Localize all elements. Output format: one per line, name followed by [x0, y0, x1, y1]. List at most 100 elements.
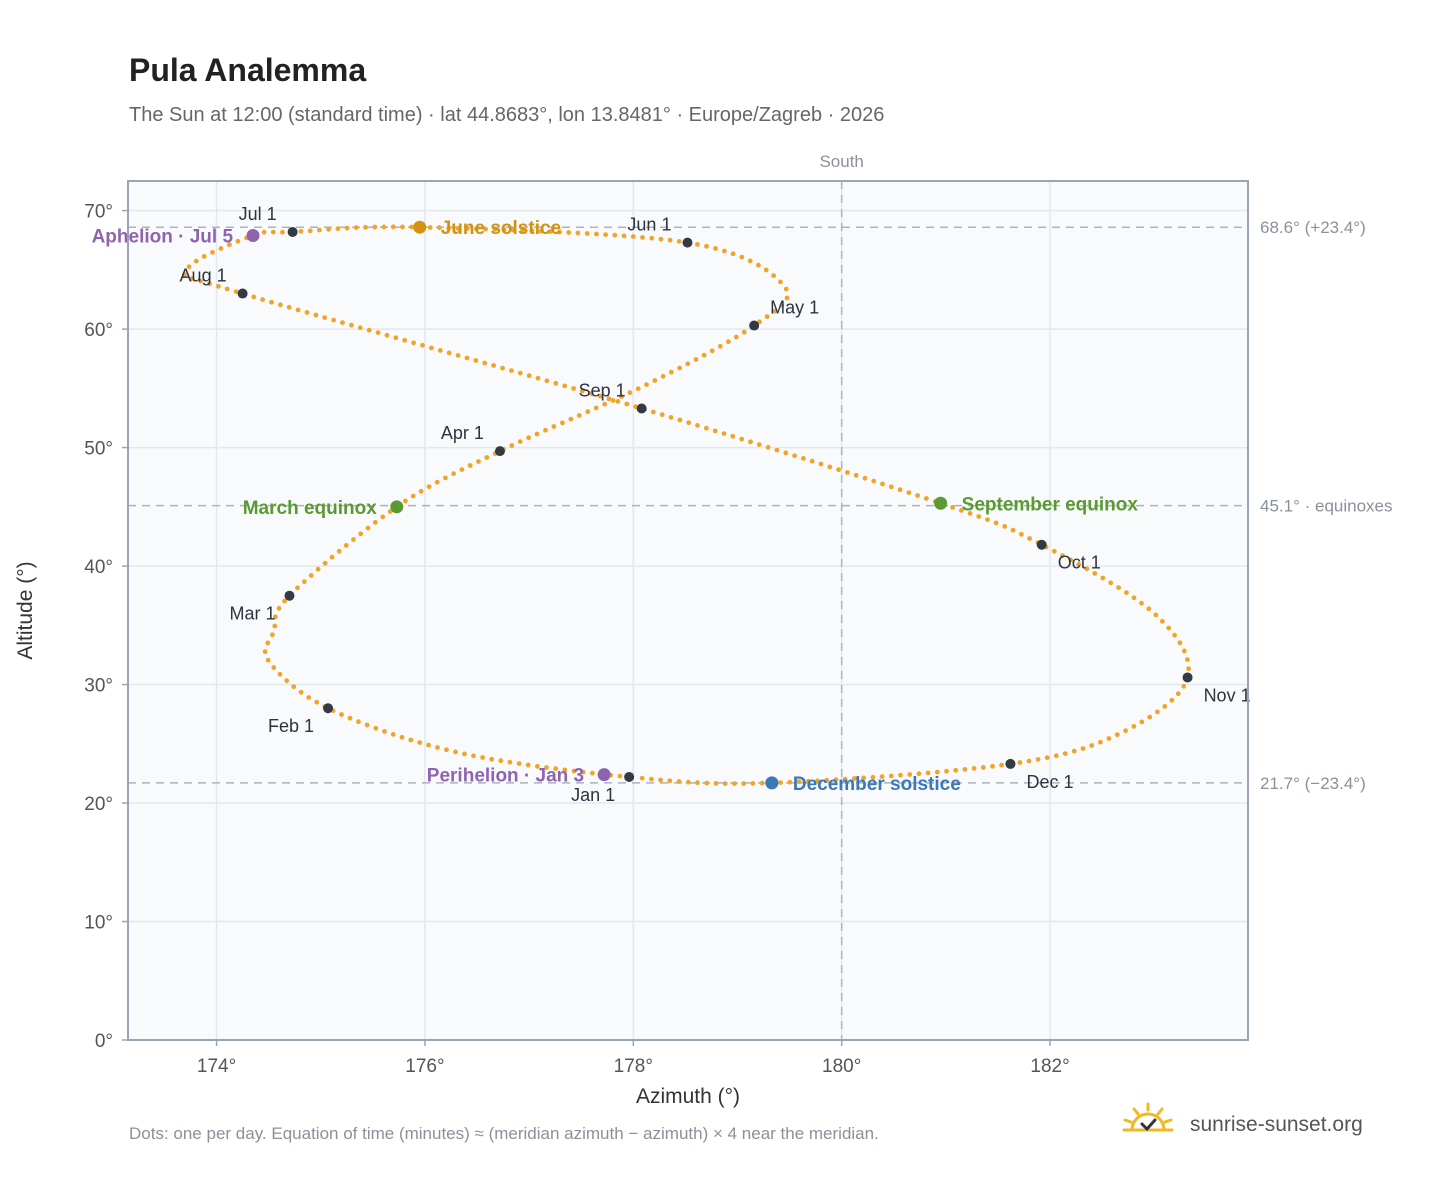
- daily-dot: [652, 378, 658, 383]
- daily-dot: [443, 475, 448, 481]
- daily-dot: [390, 732, 396, 737]
- daily-dot: [639, 775, 645, 781]
- daily-dot: [382, 729, 387, 734]
- month-marker: [237, 288, 248, 299]
- daily-dot: [1131, 595, 1137, 601]
- daily-dot: [959, 508, 964, 513]
- sun-logo-icon: [1122, 1102, 1174, 1132]
- daily-dot: [380, 514, 386, 520]
- daily-dot: [627, 390, 633, 395]
- daily-dot: [739, 436, 745, 442]
- daily-dot: [1114, 732, 1120, 738]
- daily-dot: [429, 345, 434, 351]
- month-label: Nov 1: [1204, 685, 1251, 705]
- daily-dot: [435, 745, 440, 750]
- daily-dot: [915, 493, 920, 498]
- daily-dot: [852, 776, 857, 781]
- daily-dot: [489, 756, 495, 762]
- daily-dot: [544, 378, 550, 384]
- daily-dot: [764, 314, 770, 319]
- daily-dot: [326, 226, 331, 232]
- daily-dot: [509, 443, 515, 448]
- daily-dot: [976, 514, 982, 519]
- daily-dot: [373, 725, 379, 731]
- daily-dot: [845, 470, 850, 475]
- daily-dot: [484, 455, 490, 460]
- chart-subtitle: The Sun at 12:00 (standard time) · lat 4…: [129, 104, 885, 126]
- plot-area: [128, 181, 1248, 1040]
- daily-dot: [756, 262, 761, 268]
- daily-dot: [818, 461, 824, 467]
- daily-dot: [480, 755, 485, 760]
- daily-dot: [916, 771, 922, 777]
- daily-dot: [349, 322, 354, 328]
- daily-dot: [1076, 562, 1082, 567]
- event-marker: [934, 496, 948, 510]
- daily-dot: [1160, 618, 1165, 624]
- daily-dot: [1131, 724, 1137, 729]
- daily-dot: [304, 310, 310, 315]
- daily-dot: [198, 278, 204, 284]
- daily-dot: [270, 229, 276, 235]
- daily-dot: [1092, 571, 1098, 576]
- daily-dot: [783, 286, 789, 292]
- daily-dot: [585, 409, 591, 415]
- daily-dot: [584, 231, 590, 236]
- daily-dot: [575, 230, 581, 236]
- daily-dot: [547, 229, 553, 235]
- daily-dot: [535, 763, 540, 769]
- daily-dot: [501, 227, 507, 233]
- daily-dot: [783, 450, 789, 456]
- daily-dot: [1100, 575, 1106, 581]
- daily-dot: [517, 439, 523, 444]
- daily-dot: [650, 409, 656, 415]
- daily-dot: [763, 267, 769, 273]
- daily-dot: [1098, 739, 1103, 745]
- daily-dot: [1062, 751, 1068, 756]
- daily-dot: [357, 325, 363, 331]
- daily-dot: [730, 433, 736, 439]
- daily-dot: [1181, 648, 1187, 654]
- daily-dot: [517, 370, 523, 376]
- y-tick-label: 20°: [84, 794, 113, 815]
- daily-dot: [1181, 683, 1187, 689]
- daily-dot: [1089, 743, 1095, 748]
- daily-dot: [615, 399, 621, 404]
- daily-dot: [658, 236, 664, 242]
- daily-dot: [590, 770, 595, 776]
- month-label: Jun 1: [627, 215, 671, 235]
- daily-dot: [676, 239, 682, 244]
- daily-dot: [329, 554, 335, 560]
- daily-dot: [336, 548, 342, 554]
- month-markers: Jan 1 Feb 1 Mar 1 Apr 1 May 1 Jun 1 Jul 1 Aug 1…: [180, 204, 1251, 805]
- daily-dot: [284, 678, 290, 684]
- month-marker: [494, 446, 505, 457]
- month-marker: [323, 703, 334, 714]
- daily-dot: [193, 258, 199, 264]
- daily-dot: [363, 224, 368, 230]
- daily-dot: [322, 560, 328, 566]
- daily-dot: [261, 229, 267, 235]
- daily-dot: [437, 348, 443, 353]
- daily-dot: [667, 778, 673, 784]
- daily-dot: [644, 382, 649, 387]
- daily-dot: [538, 228, 544, 234]
- daily-dot: [610, 398, 616, 403]
- daily-dot: [686, 420, 692, 426]
- month-marker: [682, 237, 693, 248]
- month-marker: [749, 320, 760, 331]
- daily-dot: [265, 657, 271, 663]
- daily-dot: [971, 766, 977, 771]
- y-tick-label: 40°: [84, 557, 113, 578]
- daily-dot: [1068, 557, 1073, 563]
- brand[interactable]: sunrise-sunset.org: [1120, 1100, 1410, 1150]
- y-tick-label: 10°: [84, 913, 113, 934]
- daily-dot: [410, 493, 416, 499]
- daily-dot: [667, 237, 673, 243]
- y-tick-label: 0°: [95, 1031, 113, 1052]
- event-label: June solstice: [441, 218, 561, 239]
- daily-dot: [862, 475, 868, 481]
- reference-line-label: 45.1° · equinoxes: [1260, 497, 1393, 516]
- daily-dot: [520, 228, 525, 233]
- daily-dot: [1139, 600, 1144, 606]
